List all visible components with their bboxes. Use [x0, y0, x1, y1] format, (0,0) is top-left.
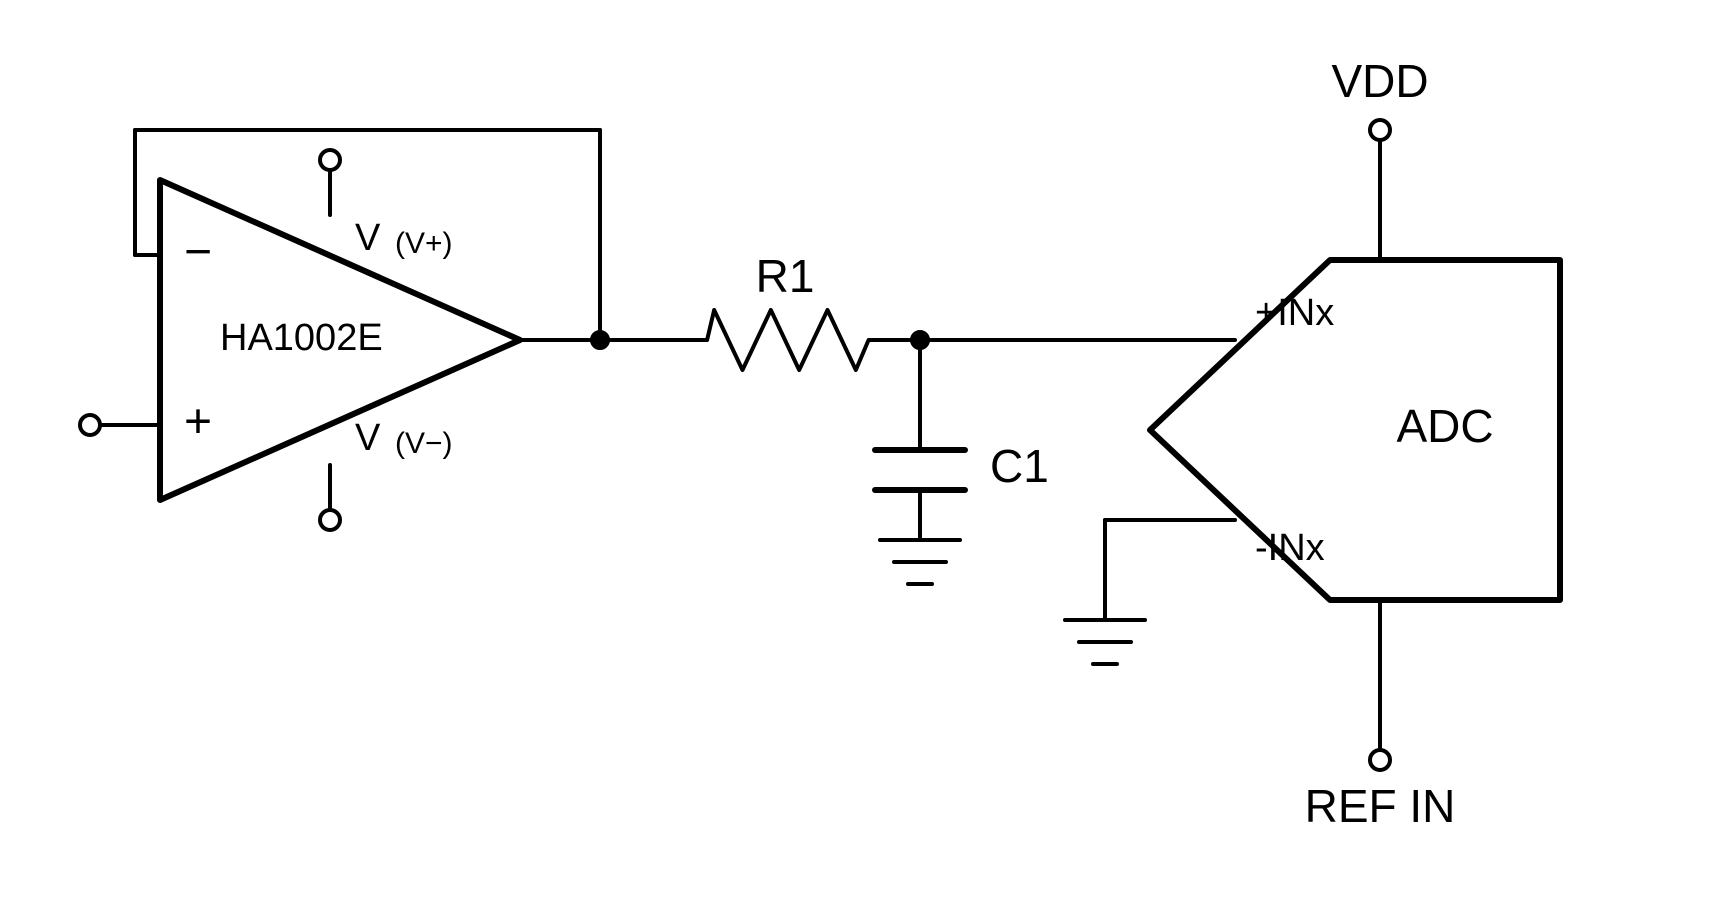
- adc-label: ADC: [1396, 400, 1493, 452]
- opamp-minus-sign: −: [184, 226, 212, 279]
- opamp-vneg-sublabel: (V−): [395, 427, 453, 460]
- opamp-plus-sign: +: [184, 396, 212, 449]
- opamp-vpos-sublabel: (V+): [395, 227, 453, 260]
- circuit-schematic: − +HA1002E V (V+) V (V−) R1 C1 ADC +INx -INx VDD REF…: [0, 0, 1715, 924]
- c1-label: C1: [990, 440, 1049, 492]
- opamp-part-label: HA1002E: [220, 317, 383, 359]
- adc-ref-label: REF IN: [1305, 780, 1456, 832]
- adc-pos-in-label: +INx: [1255, 292, 1334, 334]
- r1-label: R1: [756, 250, 815, 302]
- adc-vdd-label: VDD: [1331, 55, 1428, 107]
- adc-neg-in-label: -INx: [1255, 527, 1325, 569]
- opamp-vneg-label: V: [355, 417, 381, 459]
- opamp-vpos-label: V: [355, 217, 381, 259]
